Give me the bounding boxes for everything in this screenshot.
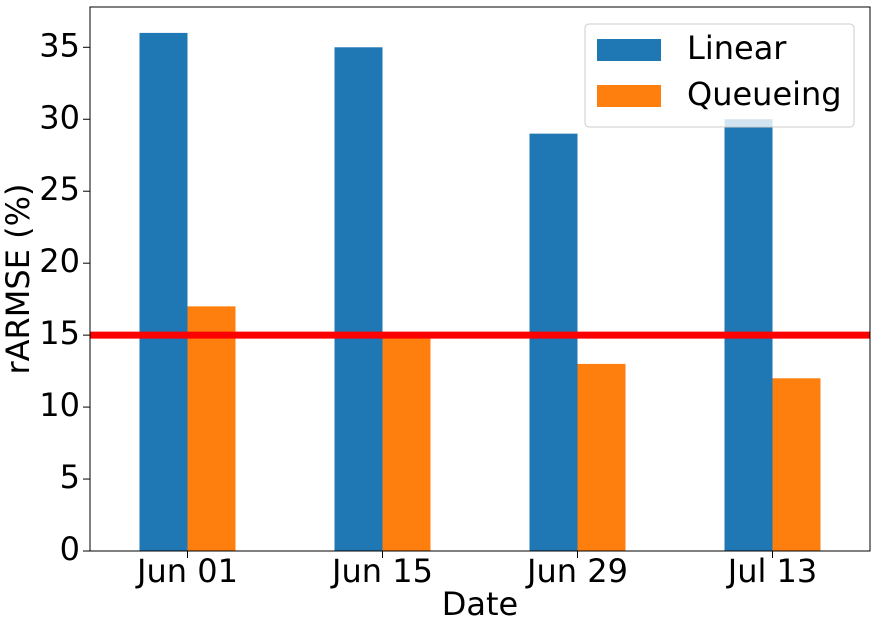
y-tick-label: 35 bbox=[39, 26, 80, 64]
legend-label: Linear bbox=[687, 29, 787, 67]
bar bbox=[382, 335, 431, 551]
bar bbox=[529, 133, 578, 551]
x-tick-label: Jun 15 bbox=[330, 552, 433, 590]
bar bbox=[139, 32, 188, 551]
x-axis-label: Date bbox=[442, 585, 518, 623]
y-tick-label: 10 bbox=[39, 386, 80, 424]
bar bbox=[577, 363, 626, 551]
y-tick-label: 30 bbox=[39, 98, 80, 136]
legend-swatch bbox=[597, 85, 661, 107]
bar bbox=[334, 47, 383, 551]
legend-swatch bbox=[597, 39, 661, 61]
y-tick-label: 15 bbox=[39, 314, 80, 352]
legend-label: Queueing bbox=[687, 75, 842, 113]
x-tick-label: Jul 13 bbox=[726, 552, 818, 590]
plot-frame bbox=[89, 6, 871, 552]
y-tick-label: 20 bbox=[39, 242, 80, 280]
y-tick-label: 25 bbox=[39, 170, 80, 208]
y-tick-label: 5 bbox=[60, 458, 80, 496]
x-tick-label: Jun 29 bbox=[525, 552, 628, 590]
bar bbox=[187, 306, 236, 551]
x-tick-label: Jun 01 bbox=[135, 552, 238, 590]
y-axis-label: rARMSE (%) bbox=[0, 184, 37, 375]
y-tick-label: 0 bbox=[60, 530, 80, 568]
bar bbox=[772, 378, 821, 551]
